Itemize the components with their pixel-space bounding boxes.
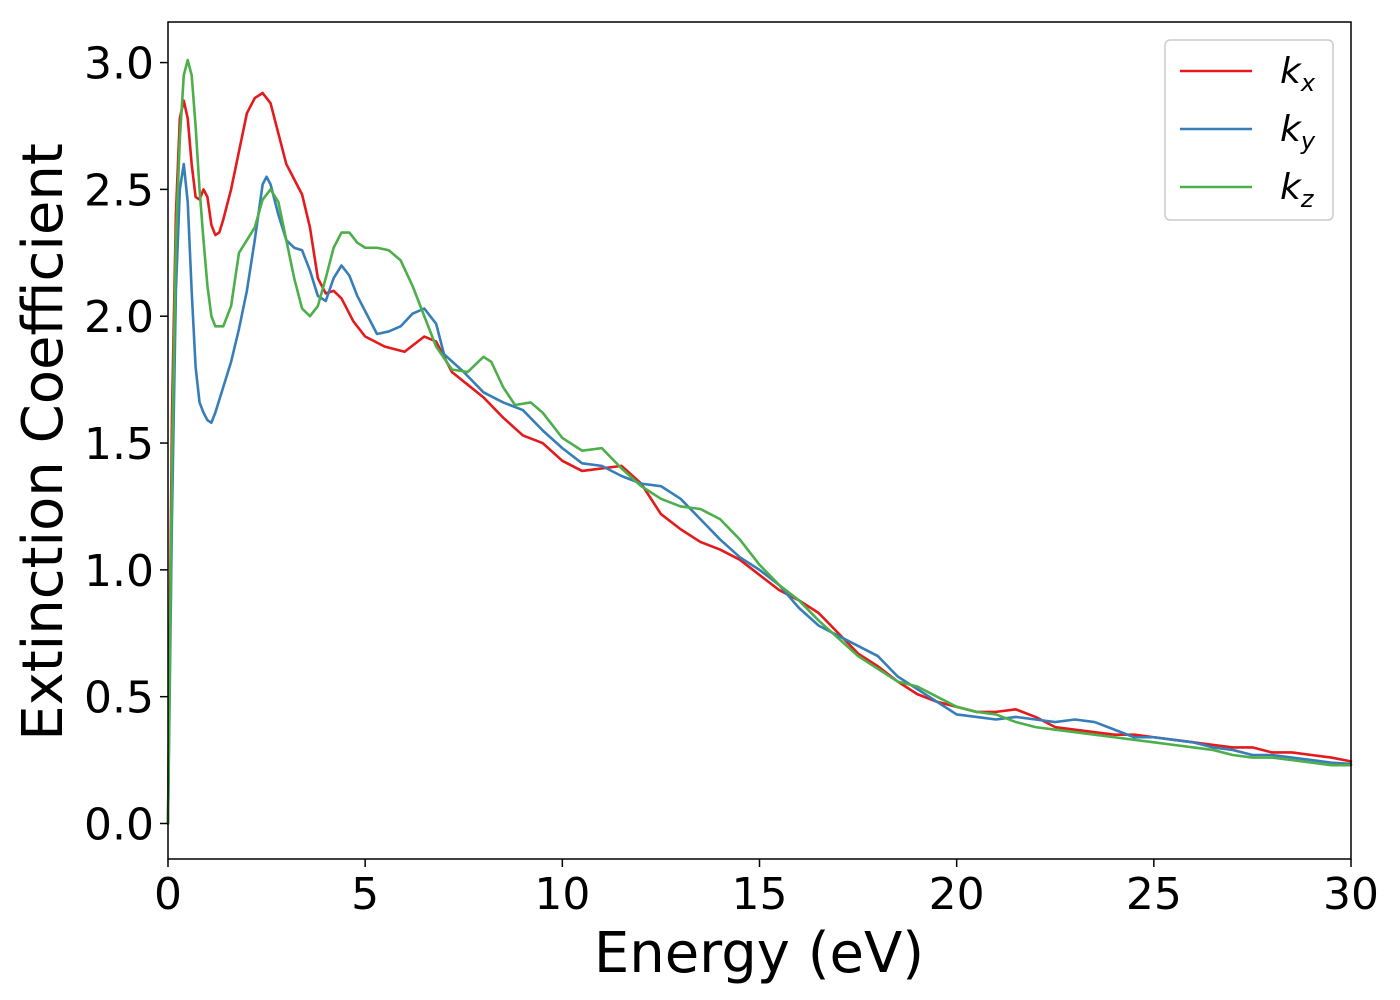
x-tick-label: 25 — [1126, 869, 1182, 920]
x-tick-label: 5 — [351, 869, 379, 920]
series-line-ky — [166, 162, 1353, 825]
legend: kx ky kz — [1164, 39, 1334, 221]
series-line-kx — [166, 91, 1353, 825]
y-axis-label: Extinction Coefficient — [11, 143, 76, 741]
legend-label-kz: kz — [1280, 167, 1315, 213]
y-tick-label: 2.0 — [84, 292, 154, 343]
y-axis-ticks: 0.0 0.5 1.0 1.5 2.0 2.5 3.0 — [84, 39, 168, 850]
y-tick-label: 1.5 — [84, 419, 154, 470]
x-tick-label: 20 — [929, 869, 985, 920]
x-tick-label: 30 — [1323, 869, 1379, 920]
x-tick-label: 0 — [154, 869, 182, 920]
series-layer — [166, 58, 1353, 825]
y-tick-label: 3.0 — [84, 39, 154, 90]
legend-label-ky: ky — [1280, 109, 1316, 155]
y-tick-label: 0.5 — [84, 673, 154, 724]
x-axis-ticks: 0 5 10 15 20 25 30 — [154, 859, 1379, 920]
series-line-kz — [166, 58, 1353, 825]
y-tick-label: 0.0 — [84, 799, 154, 850]
x-axis-label: Energy (eV) — [594, 921, 924, 986]
legend-label-kx: kx — [1280, 51, 1316, 97]
x-tick-label: 15 — [732, 869, 788, 920]
y-tick-label: 2.5 — [84, 165, 154, 216]
y-tick-label: 1.0 — [84, 546, 154, 597]
x-tick-label: 10 — [534, 869, 590, 920]
